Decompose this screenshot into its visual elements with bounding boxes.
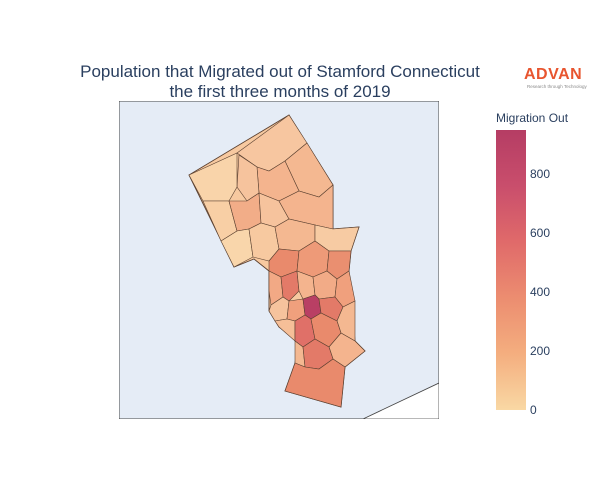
tract[interactable] xyxy=(188,152,238,202)
colorbar-title: Migration Out xyxy=(496,111,569,125)
logo-wordmark: ADVAN xyxy=(524,66,583,83)
tract[interactable] xyxy=(284,358,346,408)
colorbar-tick-label: 800 xyxy=(530,167,551,182)
advan-logo: ADVAN Research through Technology xyxy=(524,66,596,94)
colorbar-gradient xyxy=(496,130,526,410)
choropleth-map[interactable] xyxy=(119,101,439,419)
logo-tagline: Research through Technology xyxy=(527,84,587,89)
colorbar-tick-label: 600 xyxy=(530,226,551,241)
colorbar-tick-label: 0 xyxy=(530,403,537,417)
colorbar-tick-label: 400 xyxy=(530,285,551,300)
colorbar: 0 200 400 600 800 xyxy=(496,130,556,420)
chart-title-line-2: the first three months of 2019 xyxy=(169,82,391,101)
long-island-sound xyxy=(362,382,439,419)
tract[interactable] xyxy=(280,270,300,302)
colorbar-tick-label: 200 xyxy=(530,344,551,359)
chart-title-line-1: Population that Migrated out of Stamford… xyxy=(80,62,480,81)
